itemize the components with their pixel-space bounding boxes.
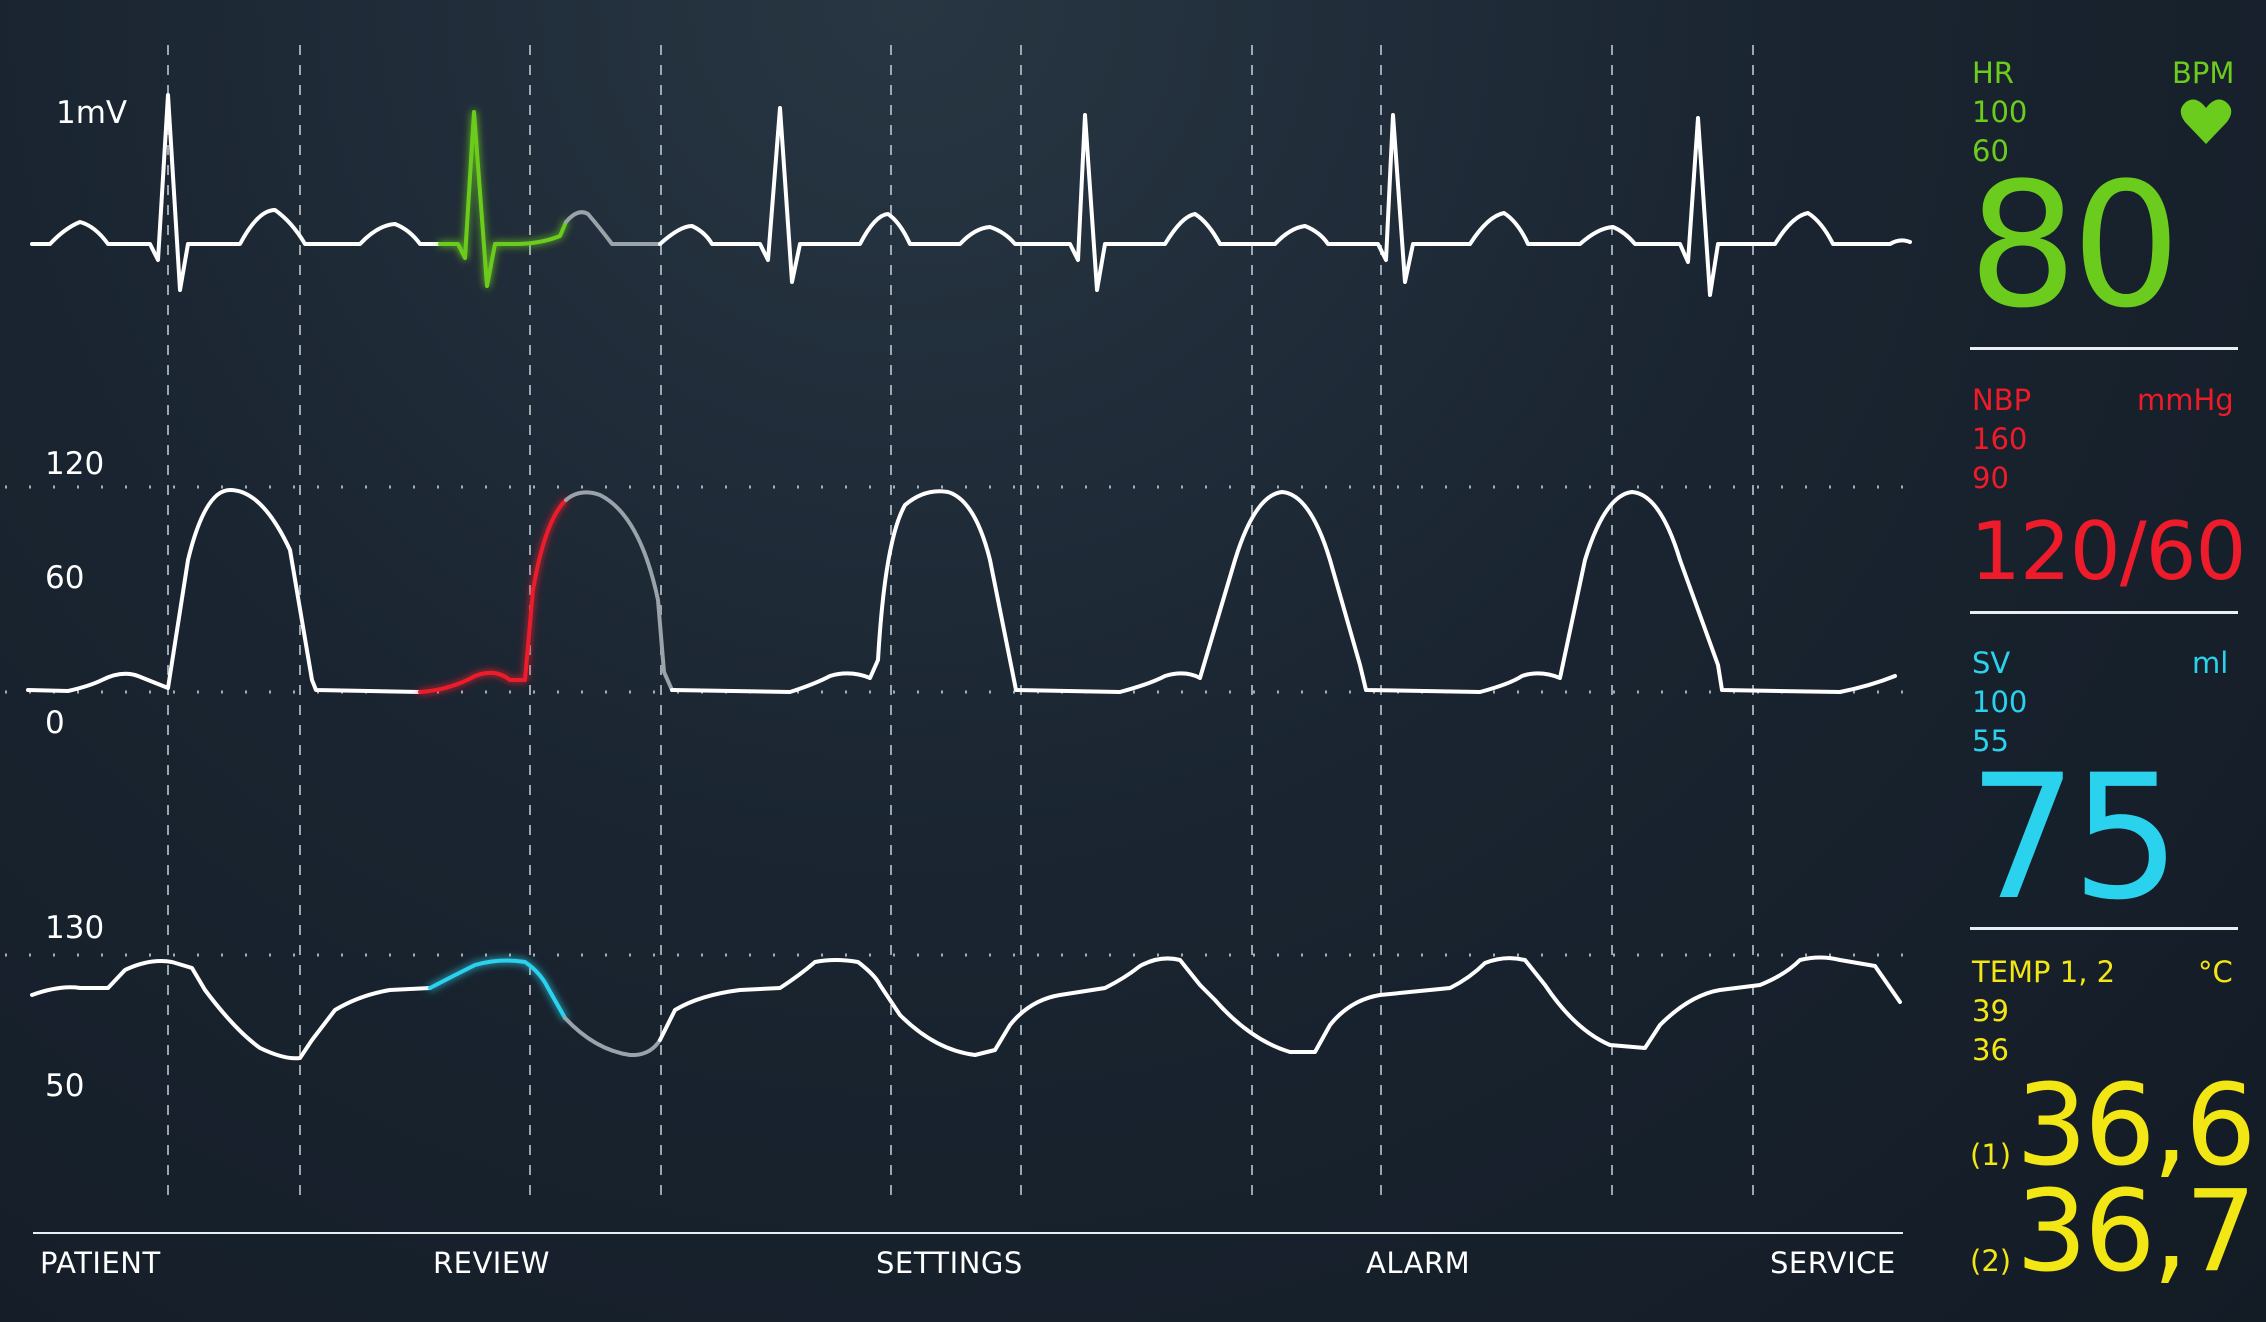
sv-value: 75 bbox=[1968, 737, 2181, 938]
nbp-divider bbox=[1970, 611, 2238, 614]
hr-unit: BPM bbox=[2172, 56, 2235, 90]
heart-icon bbox=[2180, 99, 2232, 144]
menu-divider bbox=[33, 1232, 1903, 1234]
temp-ch2-tag: (2) bbox=[1970, 1244, 2012, 1278]
temp-upper-limit: 39 bbox=[1972, 994, 2009, 1028]
menu-review[interactable]: REVIEW bbox=[433, 1246, 550, 1280]
temp-label: TEMP 1, 2 bbox=[1972, 955, 2116, 989]
bp-scale-zero: 0 bbox=[45, 705, 65, 741]
ecg-scale-label: 1mV bbox=[56, 95, 128, 131]
bp-scale-mid: 60 bbox=[45, 560, 85, 596]
sv-scale-top: 130 bbox=[45, 910, 105, 946]
sv-trace bbox=[30, 955, 1902, 1061]
sv-upper-limit: 100 bbox=[1972, 685, 2028, 719]
temp-ch1-tag: (1) bbox=[1970, 1138, 2012, 1172]
hr-divider bbox=[1970, 347, 2238, 350]
sv-lower-limit: 55 bbox=[1972, 724, 2009, 758]
ecg-trace bbox=[30, 93, 1912, 297]
sv-scale-bottom: 50 bbox=[45, 1068, 85, 1104]
nbp-unit: mmHg bbox=[2137, 383, 2234, 417]
temp-unit: °C bbox=[2198, 955, 2233, 989]
vertical-grid bbox=[167, 45, 1754, 1200]
sv-divider bbox=[1970, 927, 2238, 930]
waveform-area bbox=[5, 45, 1915, 1200]
bp-scale-top: 120 bbox=[45, 446, 105, 482]
bp-trace bbox=[26, 488, 1897, 694]
menu-patient[interactable]: PATIENT bbox=[40, 1246, 161, 1280]
hr-value: 80 bbox=[1968, 145, 2181, 346]
hr-upper-limit: 100 bbox=[1972, 95, 2028, 129]
nbp-value: 120/60 bbox=[1970, 505, 2246, 598]
temp-ch1-value: 36,6 bbox=[2016, 1061, 2256, 1191]
sv-label: SV bbox=[1972, 646, 2011, 680]
sv-unit: ml bbox=[2192, 646, 2229, 680]
hr-lower-limit: 60 bbox=[1972, 134, 2009, 168]
temp-ch2-value: 36,7 bbox=[2016, 1167, 2256, 1297]
nbp-lower-limit: 90 bbox=[1972, 461, 2009, 495]
temp-lower-limit: 36 bbox=[1972, 1033, 2009, 1067]
hr-label: HR bbox=[1972, 56, 2014, 90]
nbp-upper-limit: 160 bbox=[1972, 422, 2028, 456]
menu-alarm[interactable]: ALARM bbox=[1366, 1246, 1471, 1280]
nbp-label: NBP bbox=[1972, 383, 2032, 417]
menu-settings[interactable]: SETTINGS bbox=[876, 1246, 1023, 1280]
menu-service[interactable]: SERVICE bbox=[1770, 1246, 1896, 1280]
